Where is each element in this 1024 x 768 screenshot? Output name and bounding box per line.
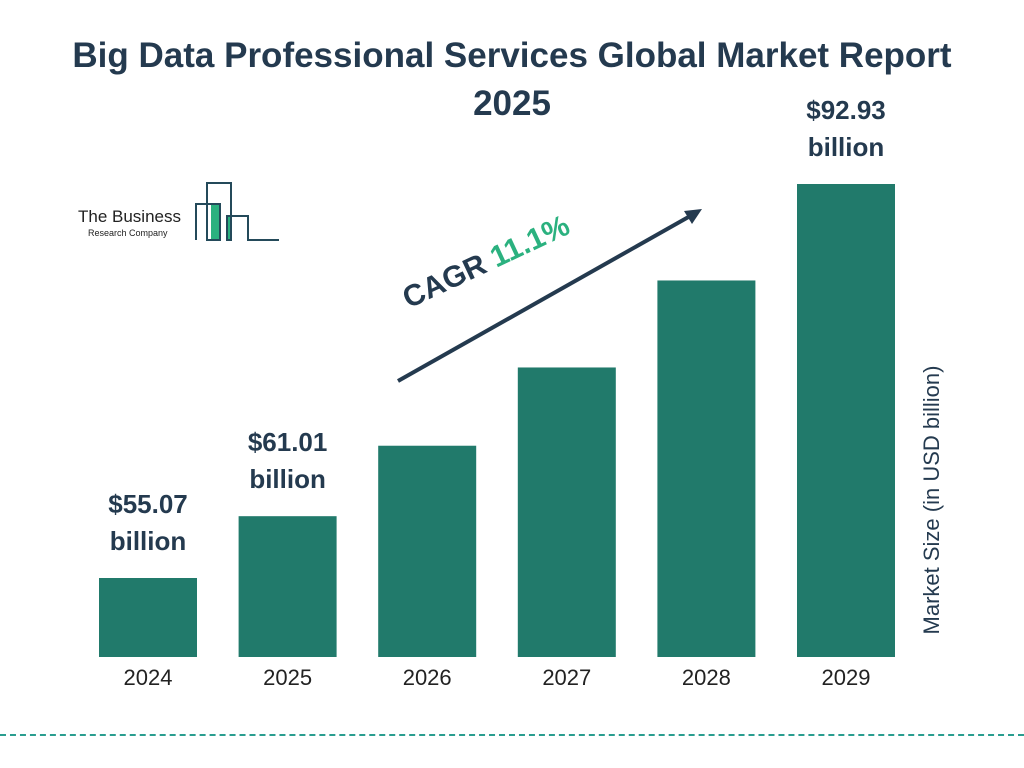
data-label: $61.01 billion [247, 427, 328, 495]
bar-2025 [238, 516, 337, 657]
logo-line2: Research Company [88, 228, 168, 238]
company-logo: The Business Research Company [78, 180, 283, 250]
y-axis-label: Market Size (in USD billion) [919, 365, 944, 635]
chart-title: Big Data Professional Services Global Ma… [72, 36, 952, 123]
x-tick-label: 2027 [542, 665, 592, 690]
logo-graphic: The Business Research Company [78, 182, 279, 241]
x-tick-label: 2024 [123, 665, 173, 690]
x-tick-label: 2026 [402, 665, 452, 690]
x-tick-label: 2028 [681, 665, 731, 690]
data-label: $55.07 billion [108, 489, 188, 556]
bar-2029 [797, 184, 895, 657]
cagr-arrow-line [397, 213, 693, 383]
x-tick-label: 2025 [263, 665, 313, 690]
footer-divider [0, 734, 1024, 736]
data-label: $92.93 billion [806, 95, 886, 162]
logo-line1: The Business [78, 207, 181, 226]
bar-2026 [378, 445, 477, 657]
cagr-arrow-head [684, 209, 702, 224]
bar-2027 [517, 367, 616, 657]
bar-2024 [99, 578, 197, 657]
bar-2028 [657, 280, 756, 657]
x-tick-label: 2029 [821, 665, 871, 690]
